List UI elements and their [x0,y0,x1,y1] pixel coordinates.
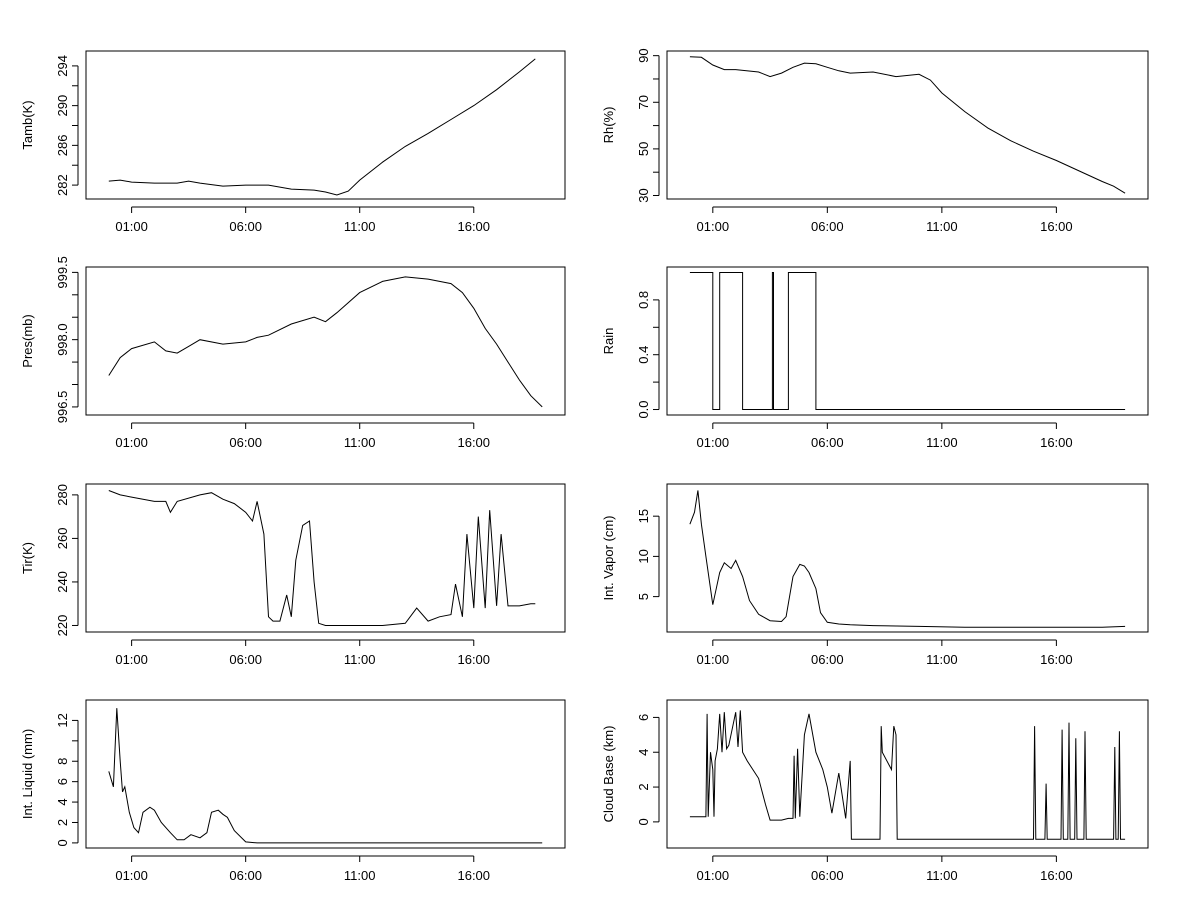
plot-frame [666,266,1149,416]
y-tick-label: 50 [636,142,651,156]
series-line [689,490,1126,628]
x-tick-label: 11:00 [926,652,958,667]
y-tick-label: 15 [636,509,651,523]
x-tick-label: 06:00 [229,435,262,450]
x-tick-label: 16:00 [457,652,490,667]
series-line [108,490,536,626]
x-tick-label: 16:00 [1040,435,1073,450]
y-tick-label: 999.5 [55,256,70,289]
panel-5: 01:00 06:00 11:00 16:00 220 240 260 280 Tir(K) [20,483,566,667]
y-tick-label: 5 [636,593,651,600]
series-line [689,56,1126,194]
y-axis-label: Cloud Base (km) [601,726,616,823]
x-tick-label: 01:00 [115,868,148,883]
plot-frame [85,266,566,416]
y-tick-label: 4 [636,749,651,756]
y-tick-label: 0 [55,839,70,846]
x-tick-label: 11:00 [926,435,958,450]
plot-frame [85,483,566,633]
panel-8: 01:00 06:00 11:00 16:00 0 2 4 6 Cloud Base (km) [601,699,1149,883]
y-axis-label: Tamb(K) [20,100,35,149]
y-tick-label: 6 [636,714,651,721]
y-axis-label: Int. Vapor (cm) [601,515,616,600]
x-tick-label: 11:00 [344,652,376,667]
x-tick-label: 16:00 [1040,868,1073,883]
x-tick-label: 11:00 [926,868,958,883]
y-axis-label: Pres(mb) [20,314,35,367]
x-tick-label: 16:00 [457,868,490,883]
panel-6: 01:00 06:00 11:00 16:00 5 10 15 Int. Vapor (cm) [601,483,1149,667]
x-tick-label: 11:00 [344,435,376,450]
y-tick-label: 30 [636,188,651,202]
series-line [689,710,1126,840]
x-tick-label: 06:00 [229,868,262,883]
panel-1: 01:00 06:00 11:00 16:00 282 286 290 294 Tamb(K) [20,50,566,234]
x-tick-label: 06:00 [811,652,844,667]
x-tick-label: 01:00 [115,652,148,667]
y-tick-label: 282 [55,174,70,196]
x-tick-label: 06:00 [811,219,844,234]
y-tick-label: 280 [55,484,70,506]
y-tick-label: 12 [55,713,70,727]
y-tick-label: 70 [636,95,651,109]
y-tick-label: 220 [55,615,70,637]
y-tick-label: 4 [55,798,70,805]
x-tick-label: 06:00 [811,435,844,450]
series-line [689,272,1126,410]
y-tick-label: 240 [55,571,70,593]
y-axis-label: Tir(K) [20,542,35,574]
series-line [108,276,543,408]
x-tick-label: 01:00 [697,219,730,234]
x-tick-label: 16:00 [1040,652,1073,667]
y-tick-label: 0 [636,818,651,825]
y-tick-label: 2 [636,783,651,790]
x-tick-label: 01:00 [697,868,730,883]
panel-2: 01:00 06:00 11:00 16:00 30 50 70 90 Rh(%) [601,48,1149,234]
y-tick-label: 294 [55,55,70,77]
x-tick-label: 01:00 [115,219,148,234]
x-tick-label: 01:00 [115,435,148,450]
series-line [108,708,543,844]
plot-frame [85,699,566,849]
panel-4: 01:00 06:00 11:00 16:00 0.0 0.4 0.8 Rain [601,266,1149,450]
y-axis-label: Rh(%) [601,107,616,144]
series-line [108,58,536,196]
y-tick-label: 2 [55,819,70,826]
y-tick-label: 998.0 [55,323,70,356]
x-tick-label: 11:00 [344,219,376,234]
y-tick-label: 996.5 [55,391,70,424]
plot-frame [85,50,566,200]
y-axis-label: Int. Liquid (mm) [20,729,35,819]
plot-frame [666,50,1149,200]
x-tick-label: 01:00 [697,652,730,667]
y-tick-label: 286 [55,135,70,157]
x-tick-label: 06:00 [811,868,844,883]
y-tick-label: 260 [55,528,70,550]
panel-3: 01:00 06:00 11:00 16:00 996.5 998.0 999.5 Pres(… [20,256,566,450]
y-axis-label: Rain [601,328,616,355]
x-tick-label: 11:00 [344,868,376,883]
x-tick-label: 16:00 [457,435,490,450]
y-tick-label: 0.0 [636,400,651,418]
plot-frame [666,699,1149,849]
y-tick-label: 0.4 [636,346,651,364]
x-tick-label: 16:00 [457,219,490,234]
y-tick-label: 290 [55,95,70,117]
panel-7: 01:00 06:00 11:00 16:00 0 2 4 6 8 12 Int. Liquid (… [20,699,566,883]
y-tick-label: 90 [636,48,651,62]
y-tick-label: 8 [55,758,70,765]
y-tick-label: 6 [55,778,70,785]
plot-frame [666,483,1149,633]
x-tick-label: 01:00 [697,435,730,450]
x-tick-label: 16:00 [1040,219,1073,234]
x-tick-label: 06:00 [229,219,262,234]
y-tick-label: 0.8 [636,291,651,309]
x-tick-label: 06:00 [229,652,262,667]
x-tick-label: 11:00 [926,219,958,234]
y-tick-label: 10 [636,549,651,563]
